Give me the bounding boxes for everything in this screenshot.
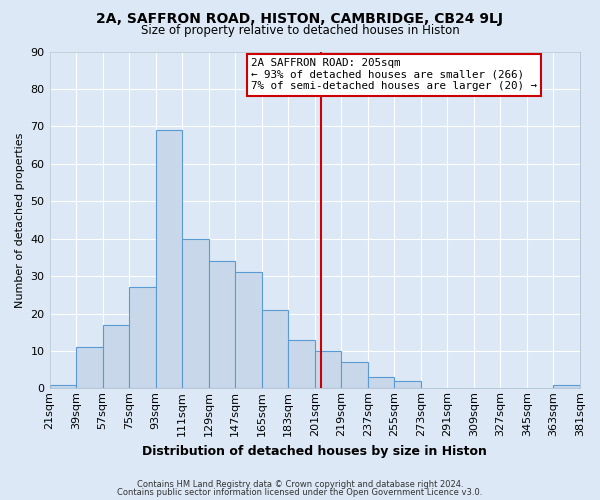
Bar: [262, 310, 288, 388]
Bar: [103, 325, 129, 388]
Bar: [76, 347, 103, 389]
Y-axis label: Number of detached properties: Number of detached properties: [15, 132, 25, 308]
Text: Contains public sector information licensed under the Open Government Licence v3: Contains public sector information licen…: [118, 488, 482, 497]
Bar: [50, 384, 76, 388]
Bar: [209, 261, 235, 388]
Bar: [288, 340, 315, 388]
Bar: [155, 130, 182, 388]
Bar: [182, 238, 209, 388]
Bar: [553, 384, 580, 388]
Bar: [368, 377, 394, 388]
Bar: [235, 272, 262, 388]
Text: Size of property relative to detached houses in Histon: Size of property relative to detached ho…: [140, 24, 460, 37]
Bar: [129, 288, 155, 388]
Bar: [394, 381, 421, 388]
Text: 2A SAFFRON ROAD: 205sqm
← 93% of detached houses are smaller (266)
7% of semi-de: 2A SAFFRON ROAD: 205sqm ← 93% of detache…: [251, 58, 537, 92]
Text: Contains HM Land Registry data © Crown copyright and database right 2024.: Contains HM Land Registry data © Crown c…: [137, 480, 463, 489]
Bar: [315, 351, 341, 389]
Text: 2A, SAFFRON ROAD, HISTON, CAMBRIDGE, CB24 9LJ: 2A, SAFFRON ROAD, HISTON, CAMBRIDGE, CB2…: [97, 12, 503, 26]
Bar: [341, 362, 368, 388]
X-axis label: Distribution of detached houses by size in Histon: Distribution of detached houses by size …: [142, 444, 487, 458]
